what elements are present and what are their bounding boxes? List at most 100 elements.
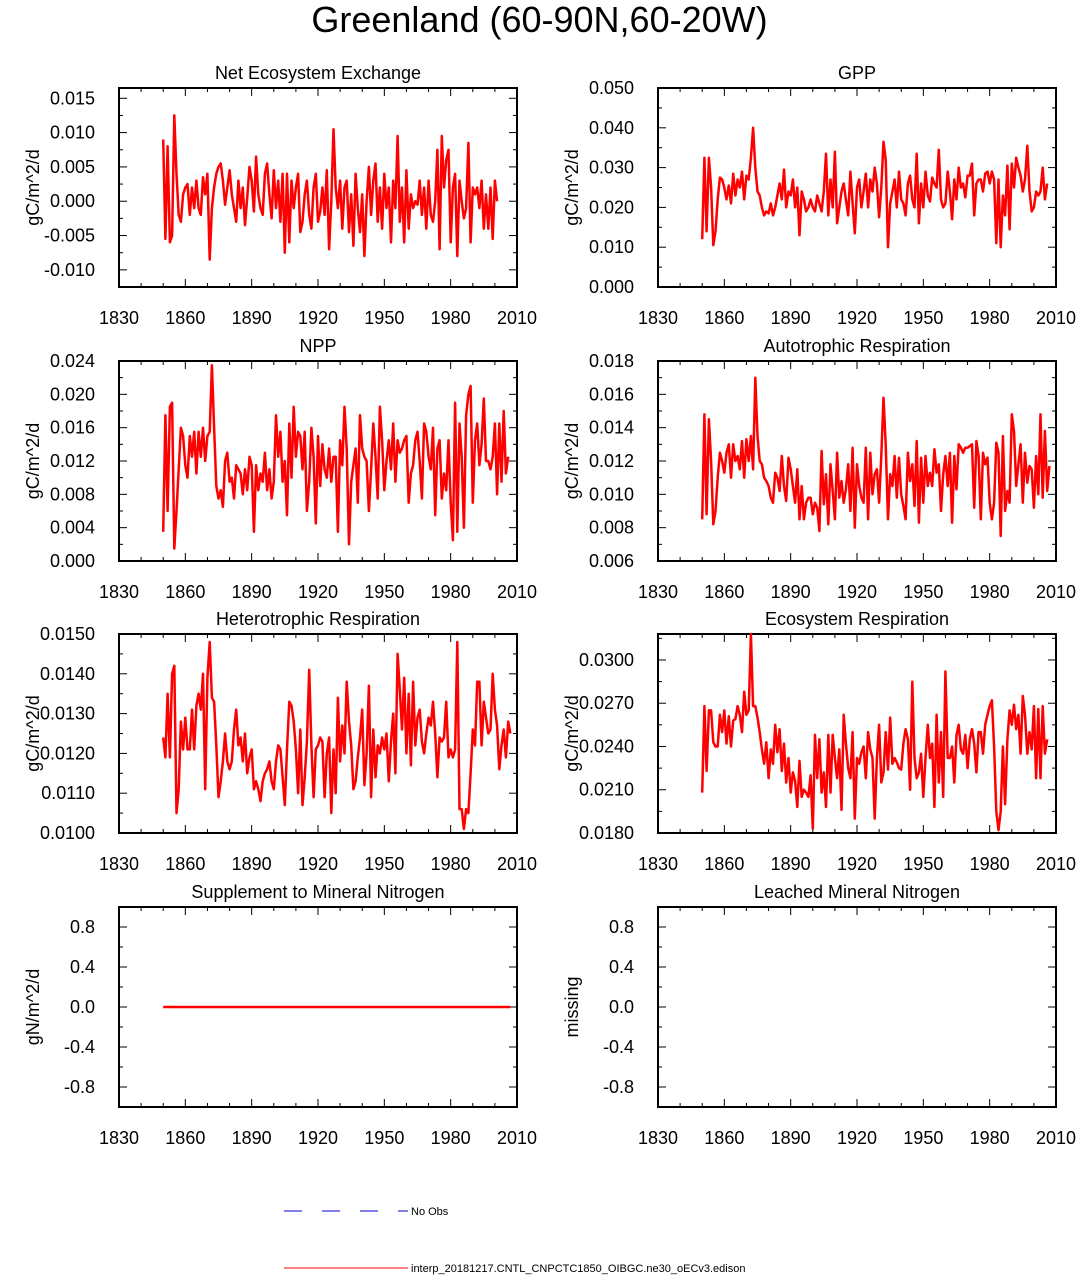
x-tick-label: 1860 <box>704 308 744 328</box>
chart-panel-7: Supplement to Mineral Nitrogen gN/m^2/d 18… <box>23 882 537 1148</box>
y-tick-label: 0.000 <box>589 277 634 297</box>
chart-panel-2: GPP gC/m^2/d 1830 1860 1890 1920 1950 1980 2010 0… <box>562 63 1076 328</box>
y-tick-label: 0.008 <box>50 484 95 504</box>
x-tick-label: 1830 <box>99 1128 139 1148</box>
y-tick-label: 0.050 <box>589 78 634 98</box>
x-tick-label: 1860 <box>704 1128 744 1148</box>
y-tick-label: 0.010 <box>589 237 634 257</box>
x-tick-label: 1890 <box>771 1128 811 1148</box>
x-tick-label: 1830 <box>99 308 139 328</box>
y-tick-label: 0.000 <box>50 191 95 211</box>
y-tick-label: 0.0 <box>609 997 634 1017</box>
legend-label-2: interp_20181217.CNTL_CNPCTC1850_OIBGC.ne… <box>411 1263 745 1275</box>
x-tick-label: 1890 <box>232 582 272 602</box>
model-series-line <box>700 376 1051 538</box>
y-tick-label: -0.010 <box>44 260 95 280</box>
y-axis-label: gC/m^2/d <box>562 695 582 771</box>
x-tick-label: 1830 <box>638 308 678 328</box>
y-axis-label: gN/m^2/d <box>23 969 43 1045</box>
y-tick-label: 0.008 <box>589 518 634 538</box>
y-tick-label: 0.006 <box>589 551 634 571</box>
y-tick-label: 0.010 <box>589 484 634 504</box>
x-tick-label: 2010 <box>497 854 537 874</box>
x-tick-label: 1860 <box>704 582 744 602</box>
y-tick-label: 0.4 <box>70 957 95 977</box>
chart-panel-6: Ecosystem Respiration gC/m^2/d 1830 1860 189… <box>562 609 1076 874</box>
plot-frame <box>657 906 1057 1108</box>
x-tick-label: 1920 <box>837 582 877 602</box>
x-tick-label: 1980 <box>431 308 471 328</box>
y-tick-label: 0.000 <box>50 551 95 571</box>
y-tick-label: 0.0130 <box>40 704 95 724</box>
x-tick-label: 1920 <box>837 854 877 874</box>
x-tick-label: 1860 <box>165 582 205 602</box>
x-tick-label: 1980 <box>431 854 471 874</box>
page-title: Greenland (60-90N,60-20W) <box>311 0 768 40</box>
x-tick-label: 1950 <box>903 308 943 328</box>
y-tick-label: 0.0270 <box>579 693 634 713</box>
y-tick-label: 0.015 <box>50 88 95 108</box>
x-tick-label: 1980 <box>431 582 471 602</box>
y-tick-label: -0.8 <box>603 1077 634 1097</box>
x-tick-label: 2010 <box>497 1128 537 1148</box>
x-tick-label: 1950 <box>364 582 404 602</box>
y-tick-label: 0.0150 <box>40 624 95 644</box>
y-axis-label: gC/m^2/d <box>23 695 43 771</box>
x-tick-label: 1830 <box>638 854 678 874</box>
x-tick-label: 1890 <box>232 1128 272 1148</box>
y-tick-label: -0.005 <box>44 226 95 246</box>
x-tick-label: 1980 <box>970 1128 1010 1148</box>
x-tick-label: 1830 <box>638 582 678 602</box>
x-tick-label: 2010 <box>1036 854 1076 874</box>
y-axis-label: gC/m^2/d <box>23 149 43 225</box>
chart-panel-4: Autotrophic Respiration gC/m^2/d 1830 1860 1… <box>562 336 1076 602</box>
model-series-line <box>161 363 510 550</box>
legend-label-1: No Obs <box>411 1206 449 1218</box>
y-tick-label: 0.020 <box>589 197 634 217</box>
y-tick-label: 0.005 <box>50 157 95 177</box>
y-axis-label: gC/m^2/d <box>23 423 43 499</box>
x-tick-label: 1860 <box>704 854 744 874</box>
y-tick-label: -0.4 <box>64 1037 95 1057</box>
x-tick-label: 1920 <box>298 582 338 602</box>
y-tick-label: 0.0180 <box>579 823 634 843</box>
chart-panel-1: Net Ecosystem Exchange gC/m^2/d 1830 1860 18… <box>23 63 537 328</box>
x-tick-label: 1890 <box>232 854 272 874</box>
chart-title: Net Ecosystem Exchange <box>215 63 421 83</box>
x-tick-label: 1950 <box>364 1128 404 1148</box>
y-tick-label: 0.0100 <box>40 823 95 843</box>
x-tick-label: 1860 <box>165 1128 205 1148</box>
chart-title: NPP <box>299 336 336 356</box>
x-tick-label: 1890 <box>771 582 811 602</box>
x-tick-label: 1920 <box>837 308 877 328</box>
y-tick-label: 0.0240 <box>579 736 634 756</box>
x-tick-label: 1950 <box>364 308 404 328</box>
y-tick-label: 0.040 <box>589 118 634 138</box>
y-tick-label: 0.004 <box>50 518 95 538</box>
y-axis-label: gC/m^2/d <box>562 149 582 225</box>
x-tick-label: 1920 <box>298 1128 338 1148</box>
x-tick-label: 1830 <box>99 582 139 602</box>
x-tick-label: 1950 <box>903 1128 943 1148</box>
y-tick-label: 0.0140 <box>40 664 95 684</box>
x-tick-label: 1830 <box>99 854 139 874</box>
y-tick-label: 0.0210 <box>579 780 634 800</box>
x-tick-label: 1980 <box>431 1128 471 1148</box>
x-tick-label: 1920 <box>298 308 338 328</box>
chart-panel-3: NPP gC/m^2/d 1830 1860 1890 1920 1950 1980 2010 0… <box>23 336 537 602</box>
x-tick-label: 1860 <box>165 854 205 874</box>
y-tick-label: 0.016 <box>589 384 634 404</box>
legend: No Obs interp_20181217.CNTL_CNPCTC1850_OI… <box>284 1206 745 1275</box>
y-tick-label: 0.010 <box>50 123 95 143</box>
x-tick-label: 2010 <box>1036 308 1076 328</box>
x-tick-label: 1890 <box>771 308 811 328</box>
y-tick-label: 0.018 <box>589 351 634 371</box>
y-tick-label: 0.012 <box>589 451 634 471</box>
chart-panel-8: Leached Mineral Nitrogen missing 1830 1860 1… <box>562 882 1076 1148</box>
x-tick-label: 1980 <box>970 854 1010 874</box>
y-tick-label: 0.0110 <box>41 783 95 803</box>
chart-panel-5: Heterotrophic Respiration gC/m^2/d 1830 186… <box>23 609 537 874</box>
model-series-line <box>161 640 512 831</box>
y-tick-label: -0.8 <box>64 1077 95 1097</box>
